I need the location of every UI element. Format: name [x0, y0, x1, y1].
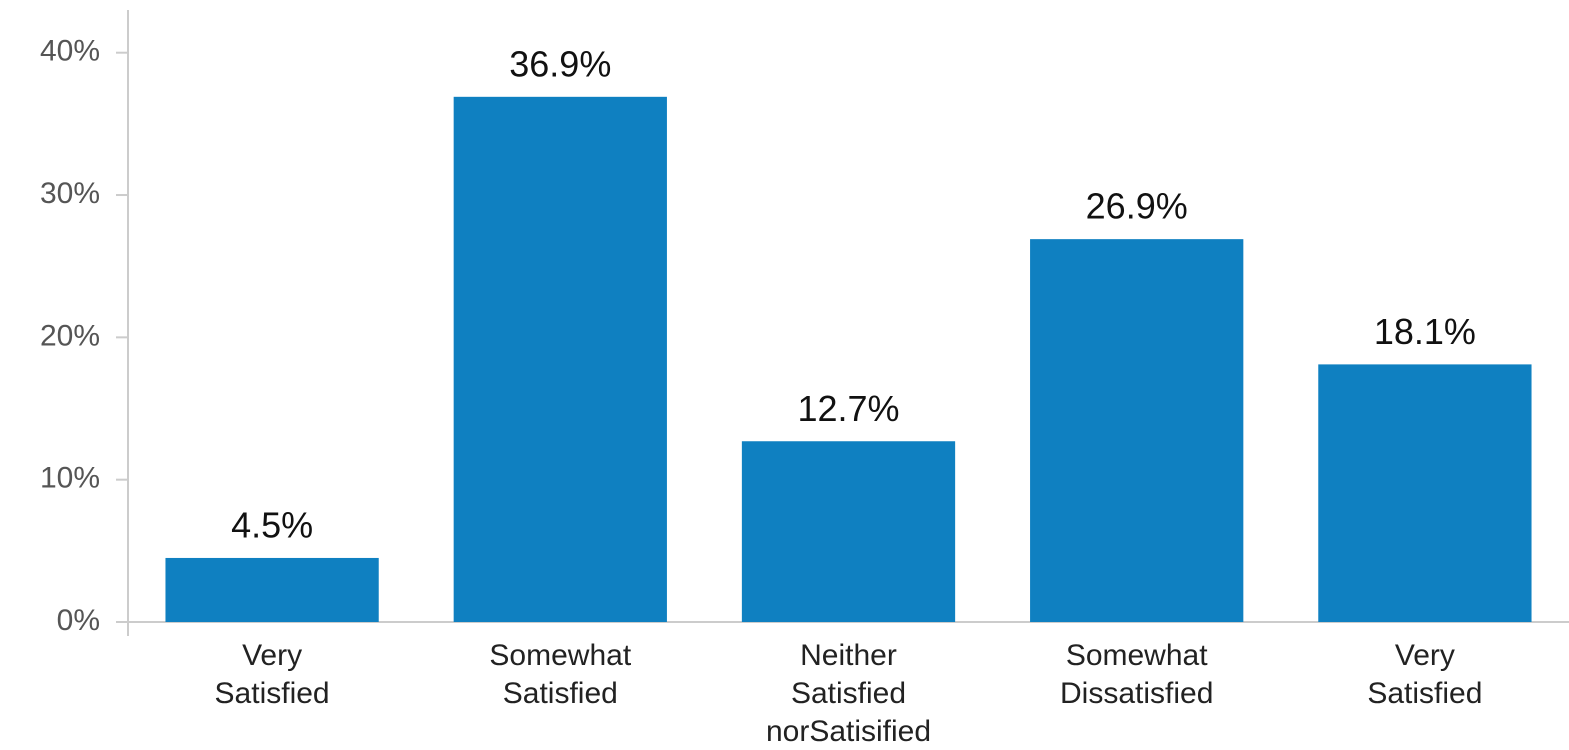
x-tick-label: Neither	[800, 639, 897, 672]
y-tick-label: 0%	[57, 604, 100, 637]
y-tick-label: 30%	[40, 177, 100, 210]
bar	[741, 441, 956, 622]
value-label: 18.1%	[1374, 311, 1476, 352]
y-tick-label: 20%	[40, 319, 100, 352]
x-tick-label: Satisfied	[215, 677, 330, 710]
bar	[453, 96, 667, 622]
x-tick-label: Satisfied	[791, 677, 906, 710]
value-label: 36.9%	[509, 43, 611, 84]
x-tick-label: Somewhat	[1066, 639, 1208, 672]
x-tick-label: Dissatisfied	[1060, 677, 1213, 710]
y-tick-label: 40%	[40, 35, 100, 68]
x-tick-label: Somewhat	[489, 639, 631, 672]
value-label: 26.9%	[1086, 186, 1188, 227]
value-label: 4.5%	[231, 504, 313, 545]
bar	[1030, 239, 1244, 623]
value-label: 12.7%	[797, 388, 899, 429]
y-tick-label: 10%	[40, 462, 100, 495]
x-tick-label: Satisfied	[1367, 677, 1482, 710]
x-tick-label: Very	[242, 639, 302, 672]
x-tick-label: Satisfied	[503, 677, 618, 710]
bar	[1318, 364, 1532, 622]
x-tick-label: norSatisified	[766, 715, 931, 748]
bar	[165, 557, 379, 622]
x-tick-label: Very	[1395, 639, 1455, 672]
